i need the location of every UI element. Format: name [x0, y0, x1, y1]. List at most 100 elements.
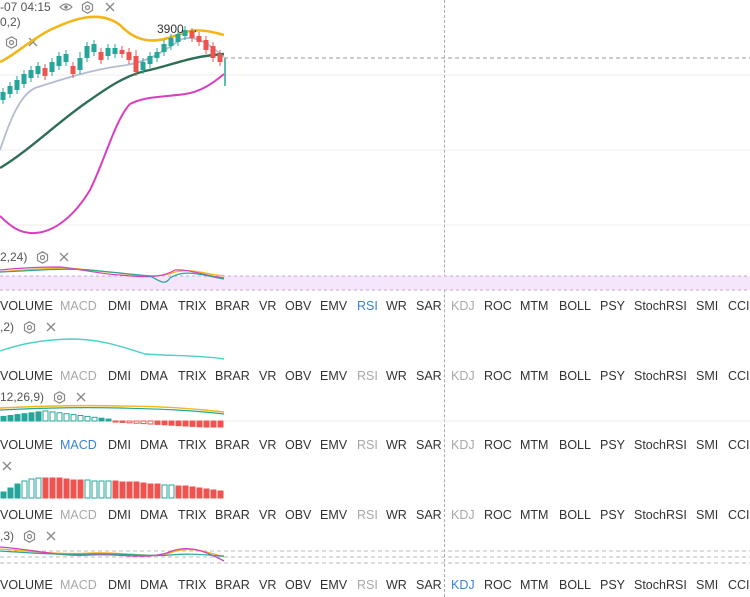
tab-dmi[interactable]: DMI [108, 508, 131, 522]
tab-emv[interactable]: EMV [320, 508, 348, 522]
indicator-pane-4[interactable] [0, 457, 750, 505]
tab-sar[interactable]: SAR [416, 369, 442, 383]
indicator-pane-1[interactable] [0, 248, 750, 296]
tab-kdj[interactable]: KDJ [451, 508, 475, 522]
tab-mtm[interactable]: MTM [520, 438, 549, 452]
tab-emv[interactable]: EMV [320, 369, 348, 383]
tab-cci[interactable]: CCI [728, 578, 750, 592]
eye-icon[interactable] [58, 0, 73, 14]
tab-sar[interactable]: SAR [416, 578, 442, 592]
tab-smi[interactable]: SMI [696, 369, 719, 383]
tab-vr[interactable]: VR [259, 508, 277, 522]
tab-macd[interactable]: MACD [60, 369, 97, 383]
tab-roc[interactable]: ROC [484, 578, 512, 592]
close-icon[interactable] [44, 320, 58, 334]
tab-mtm[interactable]: MTM [520, 369, 549, 383]
tab-trix[interactable]: TRIX [178, 369, 207, 383]
indicator-pane-5[interactable] [0, 527, 750, 575]
indicator-pane-2[interactable] [0, 318, 750, 366]
tab-smi[interactable]: SMI [696, 438, 719, 452]
tab-smi[interactable]: SMI [696, 299, 719, 313]
tab-wr[interactable]: WR [386, 438, 407, 452]
tab-cci[interactable]: CCI [728, 299, 750, 313]
tab-boll[interactable]: BOLL [559, 438, 591, 452]
tab-obv[interactable]: OBV [285, 438, 312, 452]
tab-rsi[interactable]: RSI [357, 369, 378, 383]
tab-trix[interactable]: TRIX [178, 438, 207, 452]
tab-psy[interactable]: PSY [600, 438, 626, 452]
settings-icon[interactable] [81, 0, 95, 14]
tab-brar[interactable]: BRAR [215, 438, 250, 452]
tab-boll[interactable]: BOLL [559, 578, 591, 592]
close-icon[interactable] [44, 529, 58, 543]
tab-kdj[interactable]: KDJ [451, 369, 475, 383]
tab-volume[interactable]: VOLUME [0, 508, 53, 522]
tab-smi[interactable]: SMI [696, 578, 719, 592]
tab-volume[interactable]: VOLUME [0, 438, 53, 452]
tab-brar[interactable]: BRAR [215, 508, 250, 522]
tab-mtm[interactable]: MTM [520, 578, 549, 592]
tab-psy[interactable]: PSY [600, 299, 626, 313]
tab-psy[interactable]: PSY [600, 369, 626, 383]
tab-dmi[interactable]: DMI [108, 369, 131, 383]
indicator-pane-3[interactable] [0, 388, 750, 435]
tab-macd[interactable]: MACD [60, 508, 97, 522]
main-price-chart[interactable]: 3900 → [0, 0, 750, 248]
close-icon[interactable] [0, 459, 14, 473]
tab-emv[interactable]: EMV [320, 438, 348, 452]
tab-macd[interactable]: MACD [60, 578, 97, 592]
close-icon[interactable] [74, 390, 88, 404]
tab-stochrsi[interactable]: StochRSI [634, 438, 687, 452]
close-icon[interactable] [103, 0, 117, 14]
tab-boll[interactable]: BOLL [559, 369, 591, 383]
tab-volume[interactable]: VOLUME [0, 299, 53, 313]
tab-rsi[interactable]: RSI [357, 578, 378, 592]
tab-cci[interactable]: CCI [728, 369, 750, 383]
tab-emv[interactable]: EMV [320, 299, 348, 313]
tab-roc[interactable]: ROC [484, 369, 512, 383]
tab-roc[interactable]: ROC [484, 299, 512, 313]
tab-kdj[interactable]: KDJ [451, 438, 475, 452]
tab-vr[interactable]: VR [259, 299, 277, 313]
tab-brar[interactable]: BRAR [215, 369, 250, 383]
tab-cci[interactable]: CCI [728, 508, 750, 522]
settings-icon[interactable] [22, 529, 36, 543]
close-icon[interactable] [57, 250, 71, 264]
settings-icon[interactable] [22, 320, 36, 334]
tab-stochrsi[interactable]: StochRSI [634, 369, 687, 383]
tab-obv[interactable]: OBV [285, 578, 312, 592]
tab-wr[interactable]: WR [386, 578, 407, 592]
tab-vr[interactable]: VR [259, 578, 277, 592]
tab-sar[interactable]: SAR [416, 299, 442, 313]
tab-roc[interactable]: ROC [484, 508, 512, 522]
tab-sar[interactable]: SAR [416, 438, 442, 452]
tab-brar[interactable]: BRAR [215, 299, 250, 313]
tab-macd[interactable]: MACD [60, 299, 97, 313]
tab-trix[interactable]: TRIX [178, 578, 207, 592]
tab-cci[interactable]: CCI [728, 438, 750, 452]
tab-smi[interactable]: SMI [696, 508, 719, 522]
tab-dmi[interactable]: DMI [108, 438, 131, 452]
tab-vr[interactable]: VR [259, 369, 277, 383]
tab-roc[interactable]: ROC [484, 438, 512, 452]
tab-trix[interactable]: TRIX [178, 299, 207, 313]
settings-icon[interactable] [35, 250, 49, 264]
tab-stochrsi[interactable]: StochRSI [634, 508, 687, 522]
settings-icon[interactable] [52, 390, 66, 404]
tab-volume[interactable]: VOLUME [0, 578, 53, 592]
tab-stochrsi[interactable]: StochRSI [634, 299, 687, 313]
tab-stochrsi[interactable]: StochRSI [634, 578, 687, 592]
tab-kdj[interactable]: KDJ [451, 299, 475, 313]
tab-dma[interactable]: DMA [140, 299, 168, 313]
tab-mtm[interactable]: MTM [520, 508, 549, 522]
tab-obv[interactable]: OBV [285, 369, 312, 383]
settings-icon[interactable] [4, 35, 18, 49]
tab-trix[interactable]: TRIX [178, 508, 207, 522]
tab-rsi[interactable]: RSI [357, 438, 378, 452]
tab-obv[interactable]: OBV [285, 508, 312, 522]
tab-obv[interactable]: OBV [285, 299, 312, 313]
tab-boll[interactable]: BOLL [559, 508, 591, 522]
tab-volume[interactable]: VOLUME [0, 369, 53, 383]
tab-dmi[interactable]: DMI [108, 578, 131, 592]
tab-dma[interactable]: DMA [140, 578, 168, 592]
